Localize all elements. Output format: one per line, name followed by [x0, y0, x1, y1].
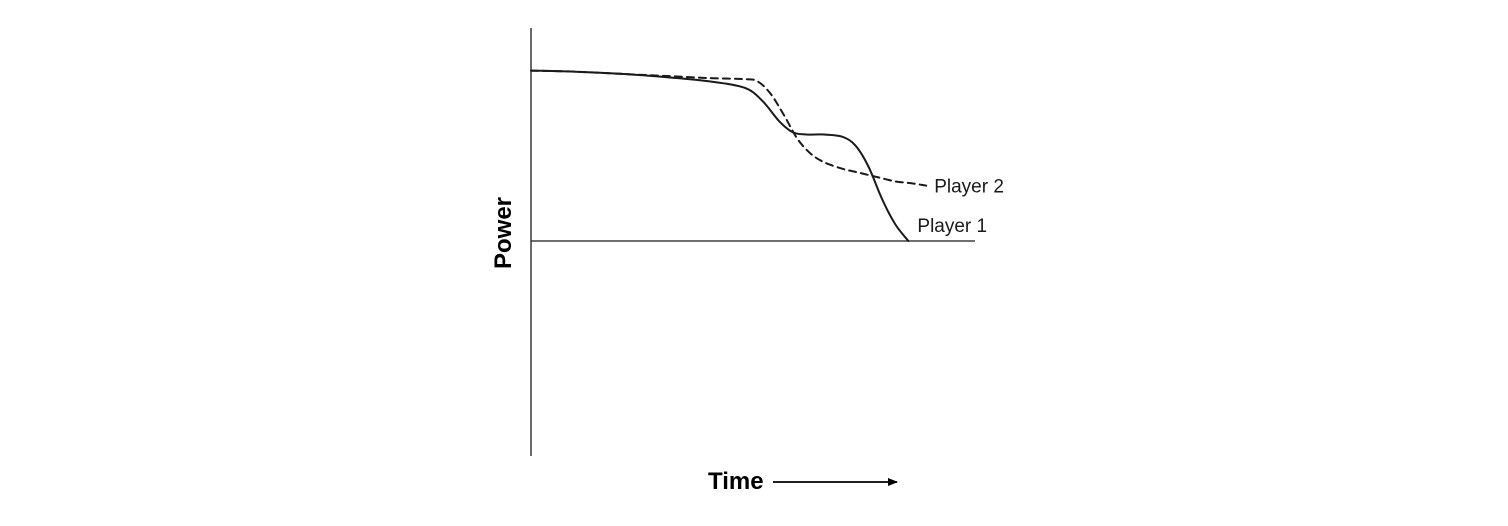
series-line-player-2	[530, 69, 928, 187]
series-label-player-1: Player 1	[917, 216, 987, 237]
series-label-layer: Player 1 Player 2	[917, 177, 1004, 237]
series-line-player-1	[530, 69, 910, 242]
x-axis-title: Time	[708, 468, 764, 495]
y-axis-title: Power	[490, 197, 517, 269]
series-label-player-2: Player 2	[934, 177, 1004, 198]
series-layer	[530, 69, 928, 242]
